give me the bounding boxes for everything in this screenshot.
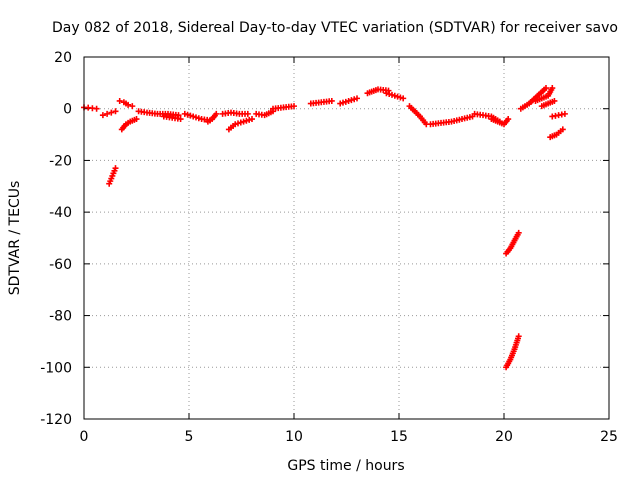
data-point <box>561 110 568 117</box>
data-point <box>354 95 360 102</box>
y-tick-label: 0 <box>63 102 72 118</box>
data-point <box>543 85 549 92</box>
y-tick-label: 20 <box>54 50 72 66</box>
data-point <box>213 110 220 117</box>
axes: 0 5 10 15 20 25 20 0 -20 -40 -60 -80 -100 -120 <box>40 50 618 445</box>
grid <box>84 57 609 419</box>
data-point <box>112 108 119 115</box>
data-point <box>104 110 111 117</box>
x-tick-label: 5 <box>185 429 194 445</box>
data-point <box>551 97 558 104</box>
x-tick-label: 10 <box>285 429 303 445</box>
data-point <box>116 97 123 104</box>
data-point <box>559 126 566 133</box>
data-point <box>515 229 522 236</box>
data-point <box>397 94 404 101</box>
data-point <box>93 105 100 112</box>
data-point <box>244 110 251 117</box>
data-point <box>125 101 132 108</box>
y-tick-label: -100 <box>40 360 72 376</box>
data-point <box>328 97 335 104</box>
data-point <box>342 98 349 105</box>
data-point <box>133 116 140 123</box>
data-point <box>112 165 119 172</box>
data-point <box>549 85 556 92</box>
data-point <box>383 90 390 97</box>
data-point <box>108 109 115 116</box>
data-point <box>400 95 407 102</box>
y-tick-label: -60 <box>49 257 72 273</box>
data-point <box>129 103 136 110</box>
data-point <box>99 112 106 119</box>
y-tick-label: -40 <box>49 205 72 221</box>
data-point <box>391 92 398 99</box>
y-tick-label: -80 <box>49 309 72 325</box>
data-point <box>249 116 255 123</box>
x-axis-label: GPS time / hours <box>287 458 404 474</box>
data-point <box>505 116 512 123</box>
y-tick-label: -120 <box>40 412 72 428</box>
y-tick-label: -20 <box>49 153 72 169</box>
data-point <box>348 97 355 104</box>
chart-title: Day 082 of 2018, Sidereal Day-to-day VTE… <box>52 20 618 36</box>
x-tick-label: 20 <box>495 429 513 445</box>
data-point <box>291 103 297 110</box>
data-point <box>515 333 522 340</box>
data-point <box>177 116 184 123</box>
data-points <box>81 85 568 371</box>
x-tick-label: 0 <box>80 429 89 445</box>
x-tick-label: 25 <box>600 429 618 445</box>
plot-frame <box>83 56 610 420</box>
y-axis-label: SDTVAR / TECUs <box>7 181 23 296</box>
x-tick-label: 15 <box>390 429 408 445</box>
